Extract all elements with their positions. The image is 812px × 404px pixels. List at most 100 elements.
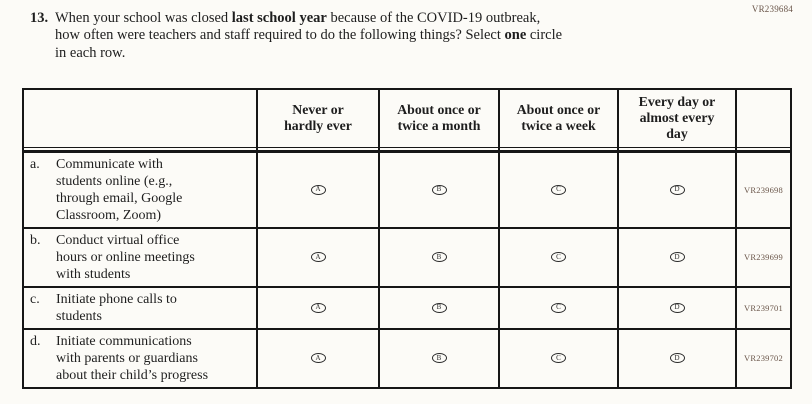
- option-bubble-a[interactable]: A: [310, 252, 326, 263]
- header-empty-cell: [22, 88, 258, 148]
- option-letter: C: [556, 353, 561, 362]
- response-cell: B: [378, 150, 500, 229]
- response-cell: D: [617, 285, 737, 330]
- row-text-line: Initiate phone calls to: [56, 291, 177, 307]
- row-code: VR239699: [735, 226, 792, 288]
- option-letter: A: [315, 185, 321, 194]
- row-text: Initiate phone calls to students: [56, 291, 252, 325]
- option-letter: A: [315, 303, 321, 312]
- row-item-cell: a. Communicate with students online (e.g…: [22, 150, 258, 229]
- question-text-segment-bold: last school year: [231, 10, 327, 26]
- header-code-cell: [735, 88, 792, 148]
- header-label-line: Every day or: [638, 94, 716, 110]
- option-letter: B: [436, 185, 442, 194]
- header-label-line: Never or: [292, 102, 344, 118]
- divider-cell: [498, 146, 619, 153]
- row-text-line: Communicate with: [56, 156, 163, 172]
- row-letter: c.: [30, 291, 40, 307]
- option-letter: D: [674, 303, 680, 312]
- divider-cell: [617, 146, 737, 153]
- option-bubble-a[interactable]: A: [310, 184, 326, 195]
- question-text: When your school was closed last school …: [55, 10, 562, 62]
- header-label-line: twice a month: [397, 118, 481, 134]
- option-bubble-a[interactable]: A: [310, 353, 326, 364]
- option-bubble-b[interactable]: B: [431, 302, 447, 313]
- header-never-hardly-ever: Never or hardly ever: [256, 88, 380, 148]
- row-text-line: Conduct virtual office: [56, 232, 180, 248]
- row-text-line: with students: [56, 266, 131, 282]
- option-bubble-d[interactable]: D: [669, 252, 685, 263]
- header-divider: [22, 146, 792, 153]
- row-code: VR239702: [735, 327, 792, 389]
- question-text-segment: how often were teachers and staff requir…: [55, 27, 505, 44]
- response-cell: D: [617, 226, 737, 288]
- question-text-segment: When your school was closed: [55, 10, 232, 26]
- response-cell: B: [378, 226, 500, 288]
- option-bubble-d[interactable]: D: [669, 353, 685, 364]
- row-item-cell: b. Conduct virtual office hours or onlin…: [22, 226, 258, 288]
- response-cell: C: [498, 327, 619, 389]
- row-text-line: through email, Google: [56, 190, 183, 206]
- response-cell: A: [256, 150, 380, 229]
- row-letter: a.: [30, 156, 40, 172]
- row-text: Communicate with students online (e.g., …: [56, 156, 252, 224]
- response-cell: C: [498, 285, 619, 330]
- row-text-line: Classroom, Zoom): [56, 207, 161, 223]
- option-letter: B: [436, 252, 442, 261]
- question-text-segment: circle: [526, 27, 563, 44]
- divider-cell: [256, 146, 380, 153]
- header-once-twice-month: About once or twice a month: [378, 88, 500, 148]
- option-bubble-a[interactable]: A: [310, 302, 326, 313]
- header-label-line: About once or: [516, 102, 601, 118]
- row-text-line: students: [56, 308, 102, 324]
- option-letter: C: [556, 185, 561, 194]
- option-letter: C: [556, 303, 561, 312]
- question-line: in each row.: [55, 45, 562, 62]
- table-row-b: b. Conduct virtual office hours or onlin…: [22, 226, 792, 288]
- question-number: 13.: [30, 10, 49, 26]
- option-bubble-c[interactable]: C: [551, 353, 566, 364]
- response-cell: A: [256, 285, 380, 330]
- response-cell: C: [498, 226, 619, 288]
- question-text-segment-bold: one: [504, 27, 527, 44]
- option-letter: A: [315, 353, 321, 362]
- response-cell: A: [256, 327, 380, 389]
- header-label-line: About once or: [397, 102, 481, 118]
- question-block: 13. When your school was closed last sch…: [30, 10, 562, 62]
- header-once-twice-week: About once or twice a week: [498, 88, 619, 148]
- header-label-line: almost every: [639, 110, 715, 126]
- row-text-line: about their child’s progress: [56, 367, 209, 383]
- question-text-segment: because of the COVID-19 outbreak,: [326, 10, 541, 26]
- option-bubble-b[interactable]: B: [431, 252, 447, 263]
- row-item-cell: d. Initiate communications with parents …: [22, 327, 258, 389]
- option-bubble-b[interactable]: B: [431, 184, 447, 195]
- header-every-day: Every day or almost every day: [617, 88, 737, 148]
- row-text-line: hours or online meetings: [56, 249, 195, 265]
- option-bubble-c[interactable]: C: [551, 184, 566, 195]
- option-letter: B: [436, 353, 442, 362]
- row-text: Initiate communications with parents or …: [56, 333, 252, 384]
- table-row-d: d. Initiate communications with parents …: [22, 327, 792, 389]
- row-text-line: students online (e.g.,: [56, 173, 173, 189]
- divider-cell: [378, 146, 500, 153]
- option-bubble-d[interactable]: D: [669, 302, 685, 313]
- response-cell: D: [617, 327, 737, 389]
- row-text-line: with parents or guardians: [56, 350, 198, 366]
- row-item-cell: c. Initiate phone calls to students: [22, 285, 258, 330]
- divider-cell: [735, 146, 792, 153]
- header-label-line: hardly ever: [284, 118, 352, 134]
- question-line: how often were teachers and staff requir…: [55, 27, 562, 44]
- question-line: When your school was closed last school …: [55, 10, 562, 27]
- option-bubble-c[interactable]: C: [551, 302, 566, 313]
- option-bubble-d[interactable]: D: [669, 184, 685, 195]
- option-bubble-c[interactable]: C: [551, 252, 566, 263]
- option-bubble-b[interactable]: B: [431, 353, 447, 364]
- option-letter: D: [674, 353, 680, 362]
- row-letter: b.: [30, 232, 41, 248]
- response-cell: B: [378, 285, 500, 330]
- page-form-code: VR239684: [751, 4, 793, 14]
- table-row-a: a. Communicate with students online (e.g…: [22, 150, 792, 229]
- table-row-c: c. Initiate phone calls to students A B …: [22, 285, 792, 330]
- row-text: Conduct virtual office hours or online m…: [56, 232, 252, 283]
